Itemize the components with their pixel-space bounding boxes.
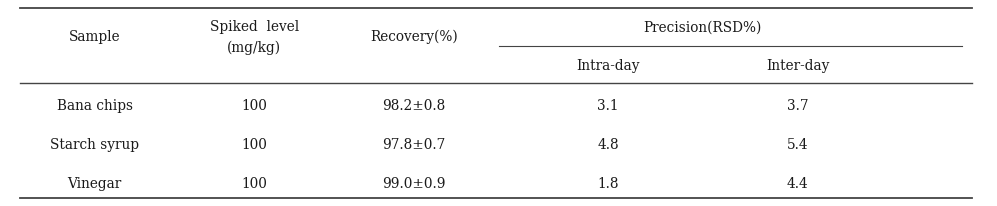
Text: Starch syrup: Starch syrup [50,137,140,151]
Text: Spiked  level
(mg/kg): Spiked level (mg/kg) [209,20,299,55]
Text: 100: 100 [241,98,267,112]
Text: Inter-day: Inter-day [766,59,830,73]
Text: 5.4: 5.4 [787,137,809,151]
Text: 3.7: 3.7 [787,98,809,112]
Text: 1.8: 1.8 [597,176,619,190]
Text: 100: 100 [241,137,267,151]
Text: 4.4: 4.4 [787,176,809,190]
Text: 100: 100 [241,176,267,190]
Text: 3.1: 3.1 [597,98,619,112]
Text: Recovery(%): Recovery(%) [370,30,458,44]
Text: Bana chips: Bana chips [57,98,133,112]
Text: 97.8±0.7: 97.8±0.7 [382,137,446,151]
Text: 98.2±0.8: 98.2±0.8 [382,98,446,112]
Text: 99.0±0.9: 99.0±0.9 [382,176,446,190]
Text: Sample: Sample [69,30,121,44]
Text: Intra-day: Intra-day [576,59,640,73]
Text: 4.8: 4.8 [597,137,619,151]
Text: Precision(RSD%): Precision(RSD%) [644,21,762,35]
Text: Vinegar: Vinegar [68,176,122,190]
